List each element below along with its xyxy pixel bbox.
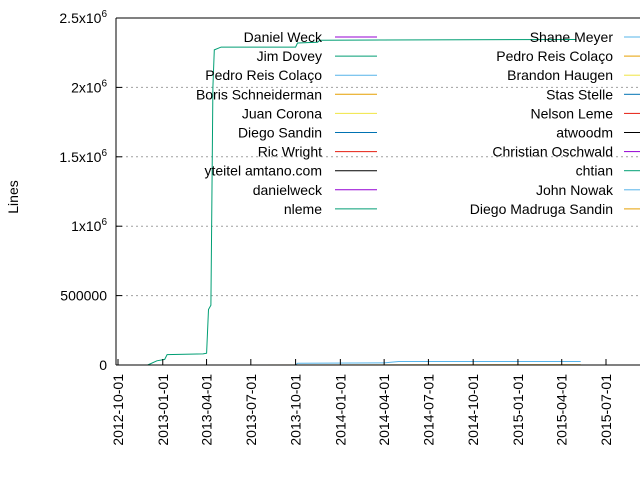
legend-item: Stas Stelle [546,86,640,102]
x-tick-label: 2015-07-01 [598,374,614,446]
legend-label: Diego Sandin [238,125,322,141]
y-tick-label: 2.5x106 [59,9,107,26]
legend-label: Boris Schneiderman [196,86,322,102]
y-tick-labels: 0 500000 1x106 1.5x106 2x106 2.5x106 [59,9,107,373]
legend-item: John Nowak [536,182,640,198]
x-tick-label: 2012-10-01 [110,374,126,446]
legend-label: Daniel Weck [244,29,323,45]
x-tick-label: 2015-01-01 [510,374,526,446]
x-tick-label: 2014-01-01 [332,374,348,446]
legend-label: nleme [284,201,322,217]
legend-label: chtian [576,163,613,179]
legend-label: danielweck [253,182,323,198]
x-tick-label: 2014-04-01 [376,374,392,446]
legend-label: Nelson Leme [531,105,614,121]
legend-item: yteitel amtano.com [205,163,377,179]
legend-item: danielweck [253,182,377,198]
x-tick-label: 2015-04-01 [554,374,570,446]
legend-label: yteitel amtano.com [205,163,323,179]
legend-item: nleme [284,201,377,217]
legend-label: Juan Corona [242,105,322,121]
x-tick-label: 2013-01-01 [155,374,171,446]
legend-label: Stas Stelle [546,86,613,102]
legend-item: Diego Sandin [238,125,377,141]
y-tick-label: 1x106 [71,217,107,234]
legend: Daniel Weck Jim Dovey Pedro Reis Colaço Bor… [196,29,640,217]
legend-label: Pedro Reis Colaço [205,67,322,83]
legend-label: Pedro Reis Colaço [496,48,613,64]
legend-item: Brandon Haugen [507,67,640,83]
legend-item: Juan Corona [242,105,377,121]
x-tick-label: 2013-07-01 [243,374,259,446]
axes [115,17,640,366]
legend-label: Ric Wright [258,144,322,160]
series-line [147,39,577,366]
legend-label: Brandon Haugen [507,67,613,83]
legend-label: Diego Madruga Sandin [470,201,613,217]
legend-label: Christian Oschwald [492,144,613,160]
legend-label: Jim Dovey [257,48,322,64]
legend-item: chtian [576,163,640,179]
legend-item: Shane Meyer [530,29,640,45]
x-tick-label: 2014-07-01 [420,374,436,446]
legend-item: Jim Dovey [257,48,377,64]
y-tick-label: 1.5x106 [59,148,107,165]
legend-item: Christian Oschwald [492,144,640,160]
legend-item: Pedro Reis Colaço [496,48,640,64]
legend-item: atwoodm [556,125,640,141]
y-tick-label: 2x106 [71,78,107,95]
legend-label: John Nowak [536,182,614,198]
y-tick-label: 0 [99,357,107,373]
legend-item: Pedro Reis Colaço [205,67,377,83]
y-tick-label: 500000 [60,288,107,304]
x-tick-label: 2014-10-01 [465,374,481,446]
y-axis-label: Lines [5,180,21,213]
legend-label: Shane Meyer [530,29,614,45]
legend-item: Nelson Leme [531,105,640,121]
legend-item: Ric Wright [258,144,377,160]
x-tick-label: 2013-10-01 [288,374,304,446]
legend-item: Boris Schneiderman [196,86,377,102]
x-tick-labels: 2012-10-01 2013-01-01 2013-04-01 2013-07-01… [110,374,614,446]
legend-label: atwoodm [556,125,613,141]
x-tick-label: 2013-04-01 [199,374,215,446]
legend-item: Daniel Weck [244,29,377,45]
legend-item: Diego Madruga Sandin [470,201,640,217]
